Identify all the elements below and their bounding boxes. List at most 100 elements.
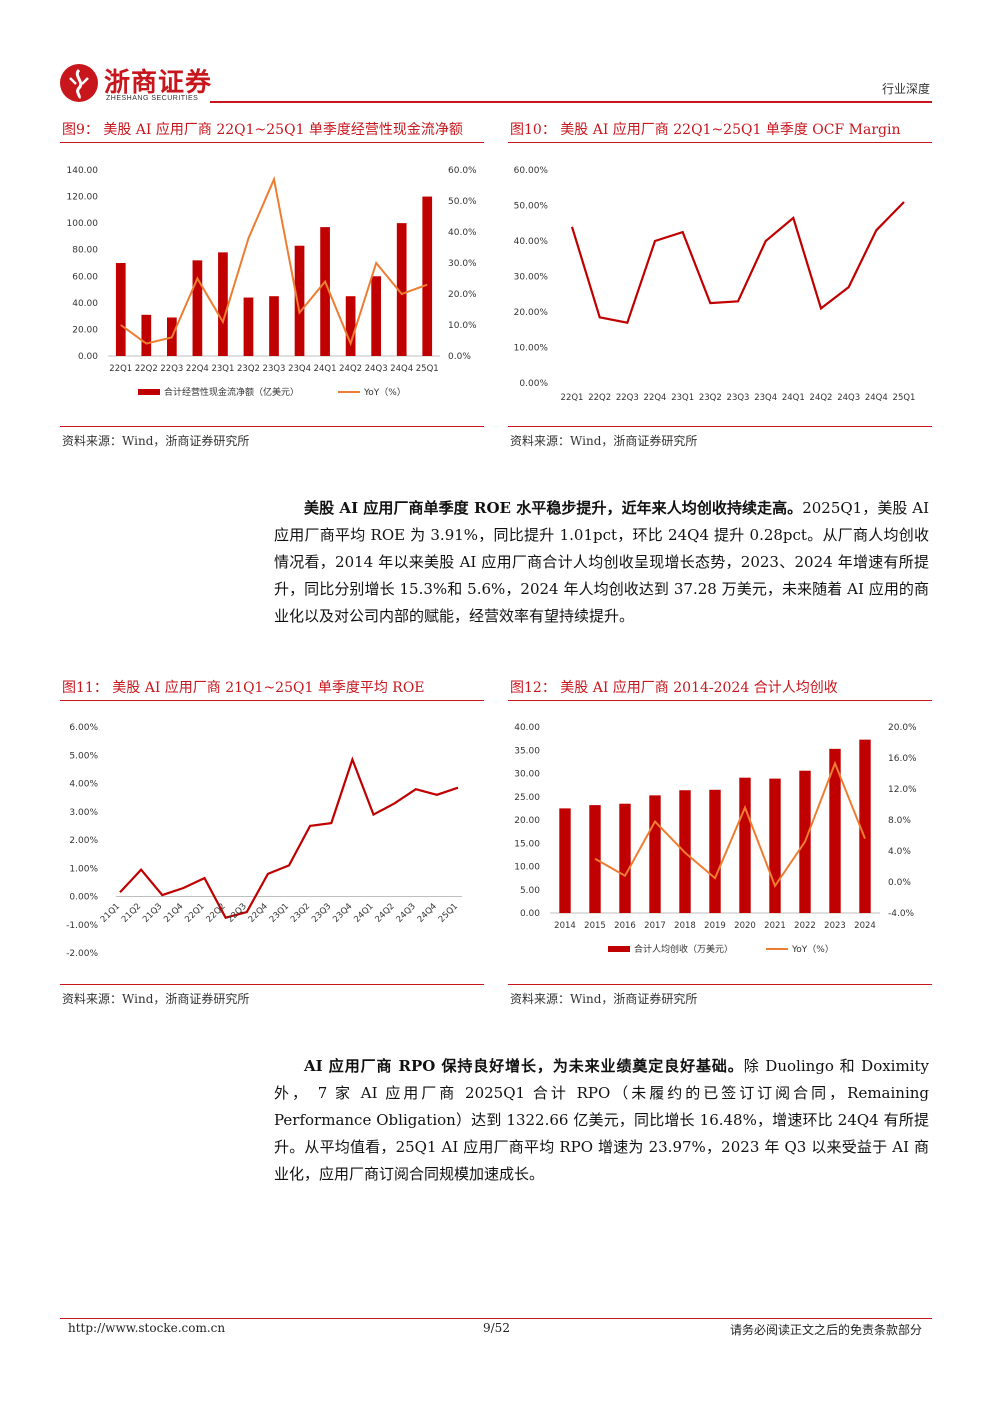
y-tick-label: 0.00% bbox=[519, 379, 548, 389]
x-tick-label: 24Q3 bbox=[395, 902, 418, 925]
left-tick-label: 140.00 bbox=[67, 166, 99, 176]
bar bbox=[269, 296, 279, 356]
legend-line-label: YoY（%） bbox=[791, 944, 834, 955]
x-tick-label: 21Q4 bbox=[162, 902, 185, 925]
footer-url-link[interactable]: http://www.stocke.com.cn bbox=[68, 1321, 226, 1335]
y-tick-label: 50.00% bbox=[514, 202, 549, 212]
y-tick-label: 20.00% bbox=[514, 308, 549, 318]
right-tick-label: 0.0% bbox=[888, 878, 911, 888]
right-tick-label: 4.0% bbox=[888, 847, 911, 857]
fig10-source-rule bbox=[508, 426, 932, 427]
x-tick-label: 21Q3 bbox=[141, 902, 164, 925]
legend-line-label: YoY（%） bbox=[363, 387, 406, 398]
logo-wordmark: 浙商证券 bbox=[104, 68, 213, 98]
x-tick-label: 24Q2 bbox=[373, 902, 396, 925]
left-tick-label: 80.00 bbox=[72, 246, 98, 256]
y-tick-label: 1.00% bbox=[69, 864, 98, 874]
series-line bbox=[119, 756, 459, 919]
left-tick-label: 15.00 bbox=[514, 839, 540, 849]
x-tick-label: 24Q4 bbox=[416, 902, 439, 925]
right-tick-label: 30.0% bbox=[448, 259, 477, 269]
y-tick-label: 40.00% bbox=[514, 237, 549, 247]
right-tick-label: 12.0% bbox=[888, 785, 917, 795]
x-tick-label: 2019 bbox=[704, 921, 726, 931]
x-tick-label: 23Q2 bbox=[237, 364, 260, 374]
fig12-source: 资料来源：Wind，浙商证券研究所 bbox=[510, 992, 698, 1006]
bar bbox=[294, 245, 305, 356]
fig11-source: 资料来源：Wind，浙商证券研究所 bbox=[62, 992, 250, 1006]
x-tick-label: 24Q2 bbox=[339, 364, 362, 374]
x-tick-label: 22Q2 bbox=[588, 393, 611, 403]
bar bbox=[115, 263, 126, 356]
right-tick-label: 0.0% bbox=[448, 352, 471, 362]
bar bbox=[649, 795, 661, 913]
x-tick-label: 2021 bbox=[764, 921, 786, 931]
x-tick-label: 23Q3 bbox=[310, 902, 333, 925]
right-tick-label: -4.0% bbox=[888, 909, 915, 919]
right-tick-label: 50.0% bbox=[448, 197, 477, 207]
bar bbox=[422, 196, 433, 356]
x-tick-label: 24Q3 bbox=[837, 393, 860, 403]
left-tick-label: 0.00 bbox=[78, 352, 98, 362]
fig9-title: 图9： 美股 AI 应用厂商 22Q1~25Q1 单季度经营性现金流净额 bbox=[62, 122, 463, 138]
x-tick-label: 23Q1 bbox=[671, 393, 694, 403]
right-tick-label: 8.0% bbox=[888, 816, 911, 826]
x-tick-label: 21Q1 bbox=[99, 902, 122, 925]
bar bbox=[141, 314, 152, 356]
bar bbox=[396, 223, 407, 356]
right-tick-label: 20.0% bbox=[448, 290, 477, 300]
bar bbox=[243, 297, 254, 356]
fig11-source-rule bbox=[60, 984, 484, 985]
paragraph-rpo: AI 应用厂商 RPO 保持良好增长，为未来业绩奠定良好基础。除 Duoling… bbox=[274, 1053, 929, 1188]
x-tick-label: 22Q1 bbox=[561, 393, 584, 403]
bar bbox=[345, 296, 356, 356]
y-tick-label: 4.00% bbox=[69, 780, 98, 790]
bar bbox=[769, 778, 781, 913]
x-tick-label: 24Q1 bbox=[782, 393, 805, 403]
x-tick-label: 2015 bbox=[584, 921, 606, 931]
x-tick-label: 23Q3 bbox=[263, 364, 286, 374]
x-tick-label: 22Q4 bbox=[644, 393, 667, 403]
right-tick-label: 60.0% bbox=[448, 166, 477, 176]
paragraph-roe-lead: 美股 AI 应用厂商单季度 ROE 水平稳步提升，近年来人均创收持续走高。 bbox=[304, 499, 803, 517]
left-tick-label: 35.00 bbox=[514, 746, 540, 756]
bar bbox=[709, 789, 721, 913]
y-tick-label: 60.00% bbox=[514, 166, 549, 176]
fig12-title: 图12： 美股 AI 应用厂商 2014-2024 合计人均创收 bbox=[510, 680, 838, 696]
x-tick-label: 24Q2 bbox=[810, 393, 833, 403]
x-tick-label: 23Q3 bbox=[727, 393, 750, 403]
bar bbox=[739, 777, 751, 913]
fig9-source: 资料来源：Wind，浙商证券研究所 bbox=[62, 434, 250, 448]
bar bbox=[829, 748, 841, 913]
x-tick-label: 2020 bbox=[734, 921, 756, 931]
footer-disclaimer: 请务必阅读正文之后的免责条款部分 bbox=[729, 1323, 922, 1337]
bar bbox=[192, 260, 203, 356]
y-tick-label: -1.00% bbox=[66, 921, 98, 931]
paragraph-rpo-lead: AI 应用厂商 RPO 保持良好增长，为未来业绩奠定良好基础。 bbox=[304, 1057, 744, 1075]
x-tick-label: 24Q1 bbox=[352, 902, 375, 925]
footer-rule bbox=[60, 1318, 932, 1319]
bar bbox=[371, 276, 382, 356]
y-tick-label: 2.00% bbox=[69, 836, 98, 846]
paragraph-rpo-body: 除 Duolingo 和 Doximity 外， 7 家 AI 应用厂商 202… bbox=[274, 1057, 929, 1183]
yoy-line bbox=[120, 175, 428, 347]
fig9-title-rule bbox=[60, 142, 484, 143]
bar bbox=[559, 808, 571, 913]
x-tick-label: 24Q4 bbox=[390, 364, 413, 374]
x-tick-label: 22Q1 bbox=[183, 902, 206, 925]
x-tick-label: 24Q1 bbox=[314, 364, 337, 374]
left-tick-label: 60.00 bbox=[72, 272, 98, 282]
logo-english: ZHESHANG SECURITIES bbox=[106, 95, 199, 102]
fig11-title: 图11： 美股 AI 应用厂商 21Q1~25Q1 单季度平均 ROE bbox=[62, 680, 425, 696]
bar bbox=[619, 803, 631, 913]
x-tick-label: 2024 bbox=[854, 921, 876, 931]
x-tick-label: 23Q4 bbox=[288, 364, 311, 374]
x-tick-label: 22Q2 bbox=[135, 364, 158, 374]
y-tick-label: 3.00% bbox=[69, 808, 98, 818]
fig9-source-rule bbox=[60, 426, 484, 427]
left-tick-label: 25.00 bbox=[514, 793, 540, 803]
right-tick-label: 16.0% bbox=[888, 754, 917, 764]
paragraph-roe-body: 2025Q1，美股 AI 应用厂商平均 ROE 为 3.91%，同比提升 1.0… bbox=[274, 499, 929, 625]
x-tick-label: 2018 bbox=[674, 921, 696, 931]
left-tick-label: 5.00 bbox=[520, 886, 540, 896]
